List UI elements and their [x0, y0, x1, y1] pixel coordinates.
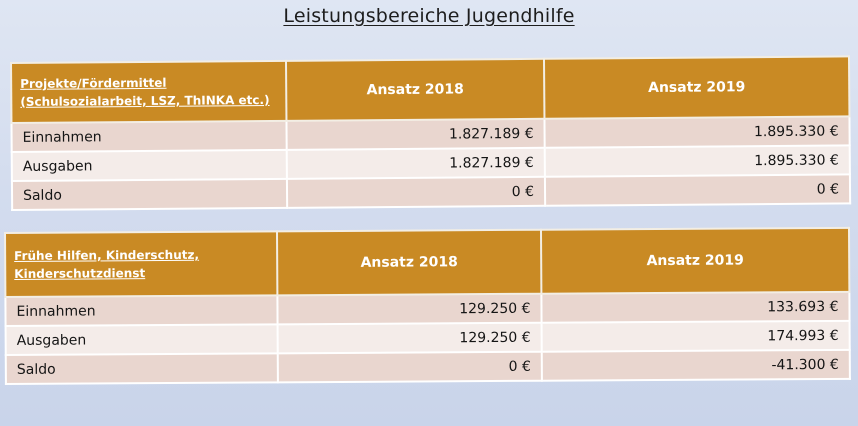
category-line-2: Kinderschutzdienst — [14, 266, 146, 281]
title-text: Leistungsbereiche Jugendhilfe — [283, 5, 575, 27]
value-2018: 1.827.189 € — [286, 147, 545, 179]
value-2019: 0 € — [544, 174, 851, 206]
row-label: Saldo — [5, 353, 278, 384]
value-2018: 0 € — [277, 351, 542, 383]
category-line-1: Projekte/Fördermittel — [20, 75, 167, 91]
value-2019: 133.693 € — [541, 291, 850, 323]
category-header: Frühe Hilfen, Kinderschutz, Kinderschutz… — [5, 231, 278, 297]
value-2019: 174.993 € — [541, 320, 850, 352]
column-header-2018: Ansatz 2018 — [285, 58, 545, 121]
table-header-row: Projekte/Fördermittel (Schulsozialarbeit… — [11, 56, 850, 123]
value-2018: 129.250 € — [277, 322, 542, 354]
value-2018: 1.827.189 € — [286, 118, 545, 150]
category-line-1: Frühe Hilfen, Kinderschutz, — [14, 247, 200, 263]
row-label: Einnahmen — [11, 120, 287, 152]
value-2019: -41.300 € — [541, 349, 850, 381]
table-header-row: Frühe Hilfen, Kinderschutz, Kinderschutz… — [5, 227, 850, 297]
value-2018: 129.250 € — [277, 293, 542, 325]
row-label: Einnahmen — [5, 295, 278, 326]
column-header-2019: Ansatz 2019 — [543, 56, 850, 119]
column-header-2019: Ansatz 2019 — [540, 227, 850, 294]
table-row-saldo: Saldo 0 € -41.300 € — [5, 349, 850, 384]
category-line-2: (Schulsozialarbeit, LSZ, ThINKA etc.) — [20, 92, 270, 109]
value-2019: 1.895.330 € — [544, 145, 850, 177]
value-2018: 0 € — [286, 176, 546, 208]
value-2019: 1.895.330 € — [544, 116, 850, 148]
row-label: Ausgaben — [11, 149, 287, 181]
row-label: Saldo — [11, 178, 288, 210]
column-header-2018: Ansatz 2018 — [277, 229, 542, 296]
page-title: Leistungsbereiche Jugendhilfe — [0, 5, 858, 27]
child-protection-budget-table: Frühe Hilfen, Kinderschutz, Kinderschutz… — [4, 227, 851, 385]
row-label: Ausgaben — [5, 324, 278, 355]
table-row-saldo: Saldo 0 € 0 € — [11, 174, 851, 210]
projects-budget-table: Projekte/Fördermittel (Schulsozialarbeit… — [10, 55, 851, 211]
category-header: Projekte/Fördermittel (Schulsozialarbeit… — [11, 60, 287, 123]
